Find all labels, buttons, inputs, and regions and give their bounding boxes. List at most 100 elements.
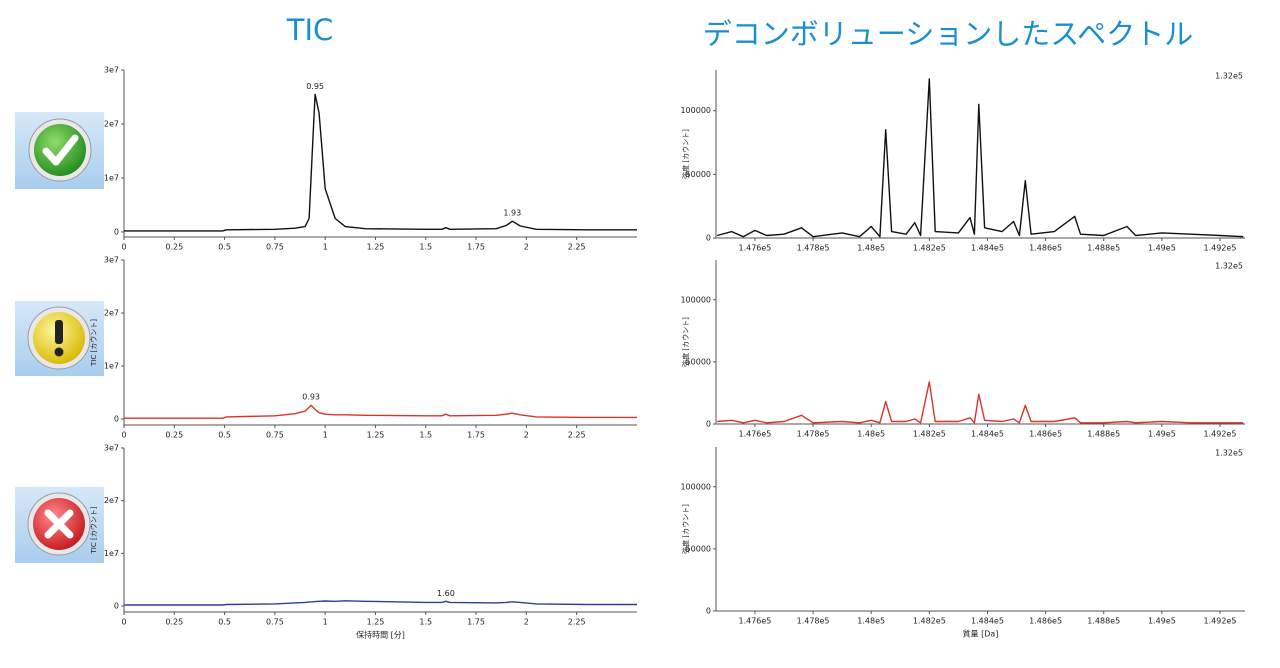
x-tick-label: 1	[323, 243, 328, 252]
y-axis-label: 強度 [カウント]	[681, 129, 690, 179]
x-tick-label: 1.484e5	[971, 244, 1004, 253]
x-tick-label: 1.75	[467, 618, 485, 627]
x-tick-label: 2	[524, 243, 529, 252]
x-tick-label: 0	[121, 243, 126, 252]
peak-label: 1.60	[437, 589, 455, 598]
x-tick-label: 1.476e5	[738, 244, 771, 253]
x-tick-label: 0.5	[218, 618, 231, 627]
x-tick-label: 1.484e5	[971, 617, 1004, 626]
x-tick-label: 1.49e5	[1148, 430, 1176, 439]
x-tick-label: 0.5	[218, 431, 231, 440]
y-tick-label: 1e7	[104, 549, 119, 558]
x-tick-label: 0.75	[266, 618, 284, 627]
x-tick-label: 1.492e5	[1204, 430, 1237, 439]
y-axis-label: 強度 [カウント]	[681, 504, 690, 554]
x-tick-label: 1.25	[367, 431, 385, 440]
x-tick-label: 1.75	[467, 431, 485, 440]
y-axis-label: TIC [カウント]	[90, 506, 98, 554]
x-tick-label: 1.486e5	[1029, 430, 1062, 439]
x-tick-label: 1.5	[419, 618, 432, 627]
data-line	[717, 78, 1244, 238]
y-tick-label: 2e7	[104, 309, 119, 318]
y-tick-label: 0	[706, 234, 711, 243]
x-axis-label: 保持時間 [分]	[356, 630, 405, 640]
y-tick-label: 100000	[680, 106, 711, 115]
x-tick-label: 1.75	[467, 243, 485, 252]
y-axis-label: TIC [カウント]	[90, 319, 98, 367]
x-tick-label: 1.478e5	[797, 430, 830, 439]
x-tick-label: 0.25	[165, 618, 183, 627]
x-tick-label: 2	[524, 431, 529, 440]
y-tick-label: 1e7	[104, 362, 119, 371]
corner-label: 1.32e5	[1215, 262, 1243, 271]
y-tick-label: 1e7	[104, 173, 119, 182]
y-tick-label: 100000	[680, 295, 711, 304]
x-tick-label: 1.476e5	[738, 617, 771, 626]
x-tick-label: 1	[323, 618, 328, 627]
x-tick-label: 0.25	[165, 431, 183, 440]
x-tick-label: 1.486e5	[1029, 244, 1062, 253]
data-line	[124, 404, 637, 419]
peak-label: 1.93	[503, 209, 521, 218]
x-tick-label: 1.482e5	[913, 430, 946, 439]
x-tick-label: 2.25	[568, 431, 586, 440]
x-tick-label: 1.484e5	[971, 430, 1004, 439]
corner-label: 1.32e5	[1215, 449, 1243, 458]
x-tick-label: 1.486e5	[1029, 617, 1062, 626]
x-tick-label: 0.75	[266, 431, 284, 440]
y-tick-label: 2e7	[104, 496, 119, 505]
x-tick-label: 1.49e5	[1148, 244, 1176, 253]
x-tick-label: 0.5	[218, 243, 231, 252]
y-tick-label: 50000	[686, 357, 711, 366]
x-tick-label: 0.75	[266, 243, 284, 252]
y-tick-label: 0	[706, 607, 711, 616]
x-tick-label: 2	[524, 618, 529, 627]
x-tick-label: 2.25	[568, 243, 586, 252]
x-tick-label: 1.476e5	[738, 430, 771, 439]
x-tick-label: 0	[121, 618, 126, 627]
x-tick-label: 1.49e5	[1148, 617, 1176, 626]
x-tick-label: 1.478e5	[797, 244, 830, 253]
x-tick-label: 1.492e5	[1204, 244, 1237, 253]
status-ok-icon	[15, 112, 104, 189]
x-tick-label: 1.482e5	[913, 617, 946, 626]
y-tick-label: 50000	[686, 170, 711, 179]
peak-label: 0.93	[302, 393, 320, 402]
x-tick-label: 1.488e5	[1087, 430, 1120, 439]
status-error-icon	[15, 487, 104, 563]
x-tick-label: 1.478e5	[797, 617, 830, 626]
x-tick-label: 1.48e5	[857, 430, 885, 439]
y-tick-label: 0	[114, 415, 119, 424]
y-tick-label: 0	[114, 227, 119, 236]
x-tick-label: 1.488e5	[1087, 617, 1120, 626]
peak-label: 0.95	[306, 82, 324, 91]
x-tick-label: 1.5	[419, 431, 432, 440]
x-tick-label: 1.5	[419, 243, 432, 252]
x-tick-label: 1.25	[367, 618, 385, 627]
y-tick-label: 2e7	[104, 119, 119, 128]
x-tick-label: 0.25	[165, 243, 183, 252]
data-line	[717, 381, 1244, 424]
x-tick-label: 1.48e5	[857, 617, 885, 626]
data-line	[124, 600, 637, 606]
data-line	[124, 93, 637, 232]
y-tick-label: 100000	[680, 482, 711, 491]
y-tick-label: 0	[114, 602, 119, 611]
x-axis-label: 質量 [Da]	[963, 629, 999, 639]
x-tick-label: 2.25	[568, 618, 586, 627]
corner-label: 1.32e5	[1215, 72, 1243, 81]
y-tick-label: 0	[706, 420, 711, 429]
heading-tic: TIC	[286, 13, 334, 47]
status-warning-icon	[15, 301, 104, 376]
heading-spectrum: デコンボリューションしたスペクトル	[703, 17, 1193, 51]
y-axis-label: 強度 [カウント]	[681, 317, 690, 367]
x-tick-label: 1.48e5	[857, 244, 885, 253]
x-tick-label: 0	[121, 431, 126, 440]
y-tick-label: 3e7	[104, 444, 119, 453]
y-tick-label: 3e7	[104, 66, 119, 75]
x-tick-label: 1	[323, 431, 328, 440]
y-tick-label: 50000	[686, 544, 711, 553]
y-tick-label: 3e7	[104, 256, 119, 265]
x-tick-label: 1.492e5	[1204, 617, 1237, 626]
